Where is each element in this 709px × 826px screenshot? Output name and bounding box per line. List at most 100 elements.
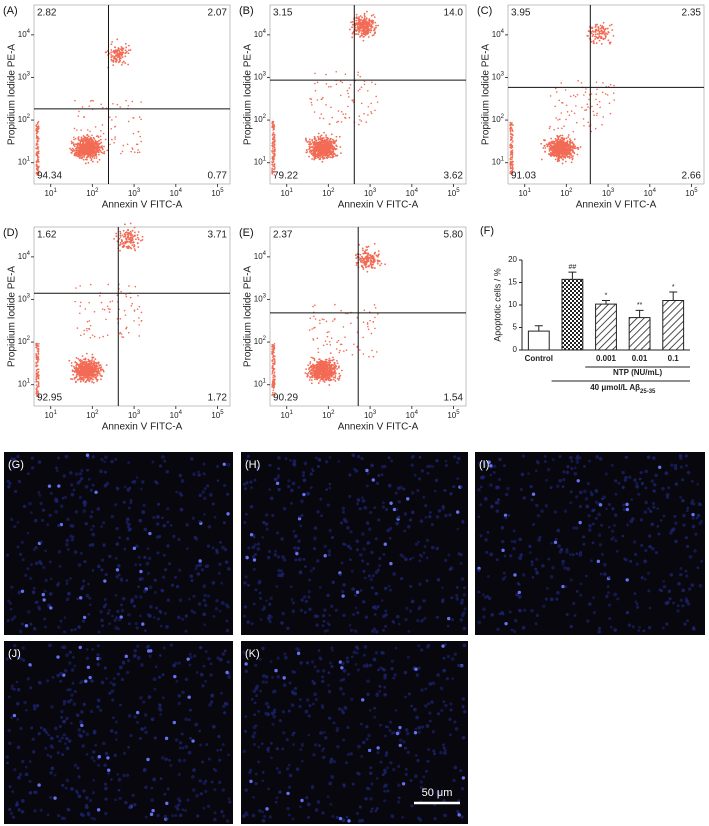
event-dot bbox=[271, 169, 274, 171]
event-dot bbox=[36, 154, 39, 156]
quadrant-value: 2.66 bbox=[682, 171, 702, 182]
tick-exponent: 2 bbox=[569, 188, 573, 194]
event-dot bbox=[71, 147, 74, 150]
tick-label: 102 bbox=[86, 188, 99, 199]
event-dot bbox=[81, 148, 84, 151]
event-dot bbox=[360, 26, 363, 29]
event-dot bbox=[91, 145, 94, 148]
event-dot bbox=[271, 150, 274, 153]
event-dot bbox=[605, 32, 608, 35]
event-dot bbox=[78, 153, 81, 155]
event-dot bbox=[354, 23, 357, 26]
event-dot bbox=[83, 378, 85, 381]
event-dot bbox=[273, 136, 276, 139]
event-dot bbox=[271, 382, 274, 385]
event-dot bbox=[87, 377, 89, 380]
event-dot bbox=[70, 148, 73, 151]
event-dot bbox=[137, 149, 139, 151]
event-dot bbox=[74, 143, 77, 146]
event-dot bbox=[323, 381, 326, 383]
event-dot bbox=[274, 147, 276, 149]
event-dot bbox=[118, 56, 121, 59]
event-dot bbox=[117, 47, 120, 49]
event-dot bbox=[309, 151, 311, 153]
event-dot bbox=[75, 147, 78, 150]
event-dot bbox=[111, 300, 114, 302]
event-dot bbox=[373, 16, 376, 19]
event-dot bbox=[311, 138, 314, 141]
event-dot bbox=[334, 376, 337, 379]
event-dot bbox=[346, 89, 349, 92]
event-dot bbox=[360, 18, 362, 21]
event-dot bbox=[587, 106, 589, 108]
event-dot bbox=[131, 237, 134, 240]
event-dot bbox=[330, 375, 333, 378]
event-dot bbox=[332, 376, 335, 379]
event-dot bbox=[36, 361, 39, 364]
event-dot bbox=[310, 382, 313, 385]
event-dot bbox=[575, 147, 577, 150]
event-dot bbox=[309, 361, 312, 363]
event-dot bbox=[36, 372, 39, 375]
event-dot bbox=[604, 93, 607, 95]
event-dot bbox=[129, 230, 132, 233]
event-dot bbox=[601, 123, 603, 126]
event-dot bbox=[357, 26, 359, 29]
event-dot bbox=[274, 166, 276, 168]
event-dot bbox=[310, 101, 313, 104]
events bbox=[35, 38, 142, 176]
tick-label: 102 bbox=[560, 188, 573, 199]
event-dot bbox=[75, 380, 77, 383]
tick-base: 10 bbox=[18, 158, 27, 167]
event-dot bbox=[139, 239, 142, 242]
event-dot bbox=[344, 73, 347, 75]
event-dot bbox=[81, 365, 84, 368]
event-dot bbox=[77, 357, 80, 360]
event-dot bbox=[100, 103, 103, 106]
event-dot bbox=[316, 99, 319, 101]
event-dot bbox=[120, 333, 123, 335]
event-dot bbox=[122, 60, 125, 63]
event-dot bbox=[602, 28, 605, 31]
event-dot bbox=[602, 116, 605, 118]
tick-exponent: 1 bbox=[289, 188, 293, 194]
tick-base: 10 bbox=[170, 189, 179, 198]
event-dot bbox=[328, 379, 331, 382]
event-dot bbox=[357, 90, 360, 92]
event-dot bbox=[80, 129, 82, 131]
event-dot bbox=[543, 139, 545, 141]
event-dot bbox=[138, 324, 140, 326]
event-dot bbox=[84, 138, 86, 141]
tick-label: 104 bbox=[254, 250, 267, 261]
event-dot bbox=[333, 365, 335, 368]
event-dot bbox=[312, 151, 315, 154]
event-dot bbox=[89, 156, 92, 159]
event-dot bbox=[329, 359, 332, 362]
event-dot bbox=[368, 22, 371, 25]
quadrant-value: 1.72 bbox=[208, 393, 228, 404]
event-dot bbox=[84, 363, 87, 366]
event-dot bbox=[93, 137, 96, 140]
event-dot bbox=[35, 362, 38, 365]
tick-label: 103 bbox=[364, 188, 377, 199]
tick-exponent: 1 bbox=[527, 188, 531, 194]
event-dot bbox=[320, 146, 323, 149]
event-dot bbox=[330, 106, 332, 109]
event-dot bbox=[510, 122, 513, 125]
event-dot bbox=[88, 142, 91, 144]
event-dot bbox=[115, 49, 118, 52]
event-dot bbox=[81, 377, 83, 379]
event-dot bbox=[110, 49, 113, 51]
event-dot bbox=[613, 99, 615, 101]
event-dot bbox=[562, 158, 564, 161]
event-dot bbox=[273, 174, 276, 176]
event-dot bbox=[83, 333, 85, 335]
event-dot bbox=[595, 81, 598, 83]
event-dot bbox=[312, 144, 315, 147]
event-dot bbox=[127, 49, 130, 52]
event-dot bbox=[609, 42, 611, 45]
event-dot bbox=[94, 152, 97, 155]
event-dot bbox=[272, 121, 275, 124]
event-dot bbox=[330, 152, 333, 155]
event-dot bbox=[85, 375, 88, 378]
